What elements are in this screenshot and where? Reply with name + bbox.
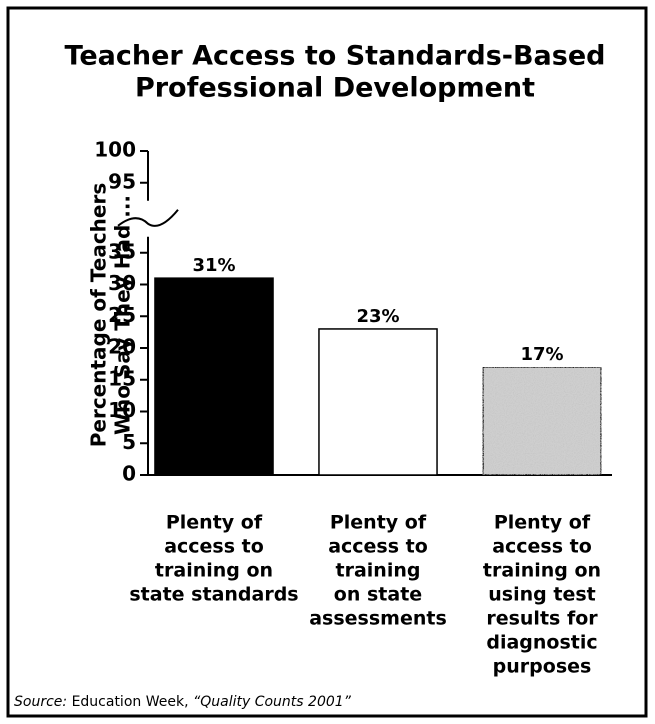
y-tick-label: 35	[108, 239, 136, 263]
x-tick-label: Plenty of	[166, 512, 263, 534]
x-tick-label: purposes	[493, 656, 592, 678]
x-tick-label: assessments	[309, 608, 447, 630]
y-tick-label: 20	[108, 335, 136, 359]
source-label: Source:	[14, 694, 67, 710]
y-tick-label: 5	[122, 430, 136, 454]
y-axis-label-line: Who Say They Had ...	[111, 195, 135, 435]
y-tick-label: 10	[108, 398, 136, 422]
x-tick-label: training on	[155, 560, 273, 582]
x-tick-label: access to	[328, 536, 428, 558]
x-tick-label: Plenty of	[330, 512, 427, 534]
axis-break	[117, 209, 179, 227]
y-tick-label: 25	[108, 303, 136, 327]
bar	[154, 277, 274, 476]
y-tick-label: 15	[108, 366, 136, 390]
source-publisher: Education Week,	[72, 694, 189, 710]
x-tick-label: training on	[483, 560, 601, 582]
y-tick-label: 30	[108, 271, 136, 295]
value-label: 23%	[356, 306, 399, 327]
source: Source: Education Week, “Quality Counts …	[14, 694, 352, 710]
y-tick-label: 100	[94, 138, 136, 162]
x-tick-label: training	[336, 560, 421, 582]
source-report: “Quality Counts 2001”	[193, 694, 352, 710]
chart-title: Professional Development	[135, 73, 535, 104]
y-tick-label: 0	[122, 462, 136, 486]
x-tick-label: on state	[334, 584, 422, 606]
y-tick-label: 95	[108, 169, 136, 193]
bar	[482, 366, 602, 476]
bar	[318, 328, 438, 476]
x-tick-label: using test	[488, 584, 595, 606]
x-tick-label: diagnostic	[486, 632, 597, 654]
y-axis-label: Percentage of Teachers Who Say They Had …	[87, 183, 135, 448]
x-tick-label: state standards	[129, 584, 298, 606]
x-tick-label: Plenty of	[494, 512, 591, 534]
x-tick-label: access to	[492, 536, 592, 558]
y-axis-label-line: Percentage of Teachers	[87, 183, 111, 448]
x-tick-label: results for	[486, 608, 598, 630]
value-label: 17%	[520, 344, 563, 365]
x-tick-label: access to	[164, 536, 264, 558]
chart-title: Teacher Access to Standards-Based	[64, 41, 605, 72]
frame	[6, 6, 648, 718]
value-label: 31%	[192, 255, 235, 276]
